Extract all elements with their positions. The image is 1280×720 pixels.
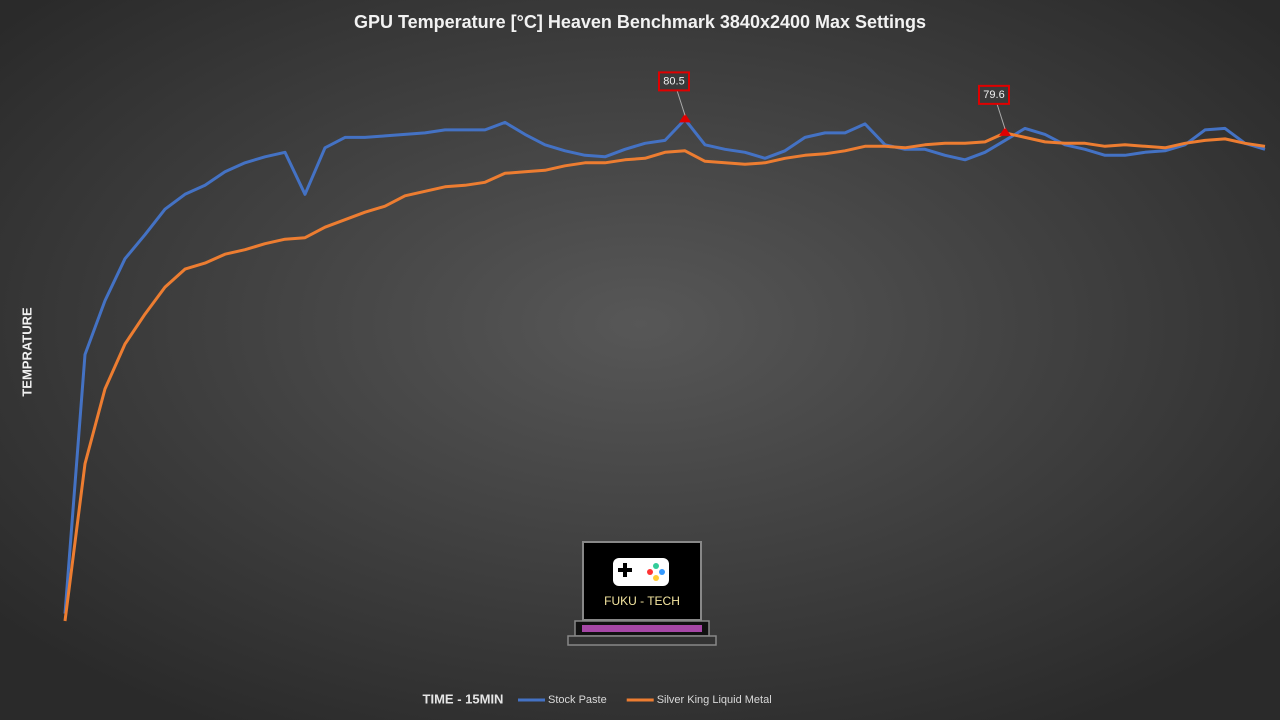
peak-marker — [679, 113, 691, 123]
watermark-logo: FUKU - TECH — [567, 541, 717, 646]
value-label: 80.5 — [663, 75, 684, 87]
controller-dpad — [623, 563, 627, 577]
laptop-base — [567, 635, 717, 646]
watermark-text: FUKU - TECH — [604, 594, 680, 608]
legend-label: Silver King Liquid Metal — [657, 694, 772, 706]
controller-button — [653, 563, 659, 569]
controller-button — [653, 575, 659, 581]
value-label: 79.6 — [983, 89, 1004, 101]
peak-marker — [999, 126, 1011, 136]
value-label-box — [978, 84, 1010, 105]
label-leader — [676, 90, 686, 116]
value-label-box — [658, 71, 690, 92]
controller-button — [659, 569, 665, 575]
legend-label: Stock Paste — [548, 694, 607, 706]
rgb-keys — [582, 625, 702, 632]
x-axis-label: TIME - 15MIN — [423, 691, 504, 706]
series-line — [63, 131, 1266, 622]
label-leader — [996, 103, 1006, 130]
y-axis-label: TEMPRATURE — [19, 307, 34, 397]
controller-button — [647, 569, 653, 575]
chart-title: GPU Temperature [°C] Heaven Benchmark 38… — [354, 12, 926, 32]
